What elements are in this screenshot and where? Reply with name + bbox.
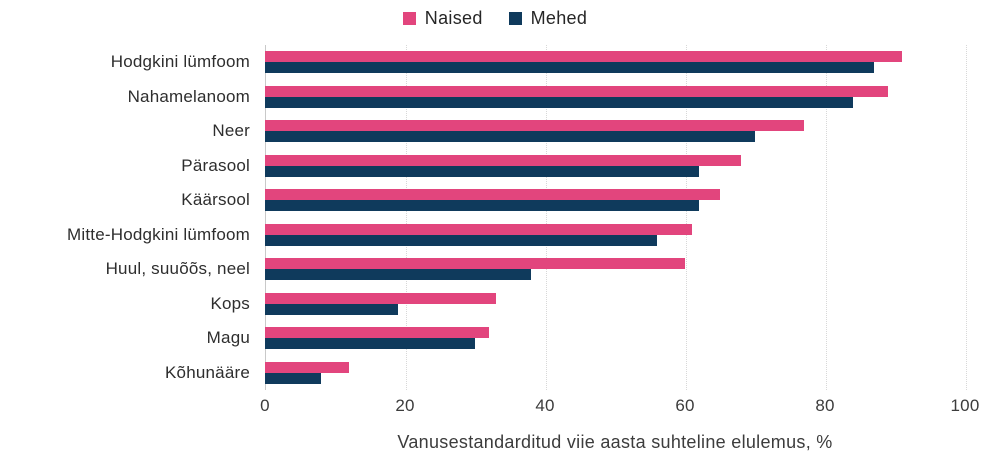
bar-pair	[265, 223, 692, 246]
bar-mehed	[265, 131, 755, 143]
x-tick-label: 100	[950, 396, 980, 415]
chart-row: Magu	[0, 321, 990, 356]
bar-naised	[265, 292, 496, 304]
bar-naised	[265, 85, 888, 97]
gridline-100	[966, 45, 967, 390]
category-label: Kops	[210, 293, 250, 313]
x-tick-label: 0	[260, 396, 270, 415]
category-label: Hodgkini lümfoom	[110, 52, 250, 72]
bar-pair	[265, 120, 804, 143]
bar-mehed	[265, 62, 874, 74]
chart-legend: Naised Mehed	[0, 8, 990, 29]
legend-item-naised: Naised	[402, 8, 483, 29]
chart-row: Kops	[0, 287, 990, 322]
bar-naised	[265, 258, 685, 270]
chart-row: Hodgkini lümfoom	[0, 45, 990, 80]
bar-mehed	[265, 303, 398, 315]
bar-naised	[265, 223, 692, 235]
chart-row: Käärsool	[0, 183, 990, 218]
gridline-20	[406, 45, 407, 390]
category-label: Nahamelanoom	[127, 86, 250, 106]
bar-pair	[265, 292, 496, 315]
legend-label-naised: Naised	[424, 8, 483, 28]
chart-row: Mitte-Hodgkini lümfoom	[0, 218, 990, 253]
x-axis-ticks: 0 20 40 60 80 100	[260, 396, 979, 418]
bar-mehed	[265, 338, 475, 350]
bar-naised	[265, 327, 489, 339]
legend-item-mehed: Mehed	[508, 8, 588, 29]
category-label: Mitte-Hodgkini lümfoom	[67, 224, 250, 244]
gridline-80	[826, 45, 827, 390]
gridline-60	[686, 45, 687, 390]
bar-naised	[265, 154, 741, 166]
category-label: Pärasool	[181, 155, 250, 175]
category-label: Neer	[212, 121, 250, 141]
chart-row: Huul, suuõõs, neel	[0, 252, 990, 287]
bar-mehed	[265, 165, 699, 177]
bar-naised	[265, 120, 804, 132]
x-tick-label: 20	[395, 396, 415, 415]
bar-naised	[265, 361, 349, 373]
bar-pair	[265, 189, 720, 212]
bar-mehed	[265, 372, 321, 384]
category-label: Magu	[206, 328, 250, 348]
bar-pair	[265, 51, 902, 74]
legend-label-mehed: Mehed	[530, 8, 588, 28]
bar-rows: Hodgkini lümfoom Nahamelanoom Neer Pärasool…	[0, 45, 990, 390]
plot-area	[265, 45, 967, 390]
bar-mehed	[265, 234, 657, 246]
bar-mehed	[265, 200, 699, 212]
naised-swatch-icon	[402, 12, 416, 25]
category-label: Kõhunääre	[165, 362, 250, 382]
bar-pair	[265, 361, 349, 384]
x-tick-label: 60	[675, 396, 695, 415]
x-axis-title: Vanusestandarditud viie aasta suhteline …	[397, 432, 833, 452]
bar-mehed	[265, 96, 853, 108]
bar-naised	[265, 51, 902, 63]
category-label: Käärsool	[181, 190, 250, 210]
bar-naised	[265, 189, 720, 201]
chart-row: Pärasool	[0, 149, 990, 184]
gridline-40	[546, 45, 547, 390]
bar-pair	[265, 154, 741, 177]
bar-mehed	[265, 269, 531, 281]
bar-pair	[265, 85, 888, 108]
mehed-swatch-icon	[508, 12, 522, 25]
category-label: Huul, suuõõs, neel	[105, 259, 250, 279]
chart-row: Nahamelanoom	[0, 80, 990, 115]
chart-row: Kõhunääre	[0, 356, 990, 391]
x-tick-label: 80	[815, 396, 835, 415]
bar-pair	[265, 327, 489, 350]
x-tick-label: 40	[535, 396, 555, 415]
bar-pair	[265, 258, 685, 281]
chart-row: Neer	[0, 114, 990, 149]
